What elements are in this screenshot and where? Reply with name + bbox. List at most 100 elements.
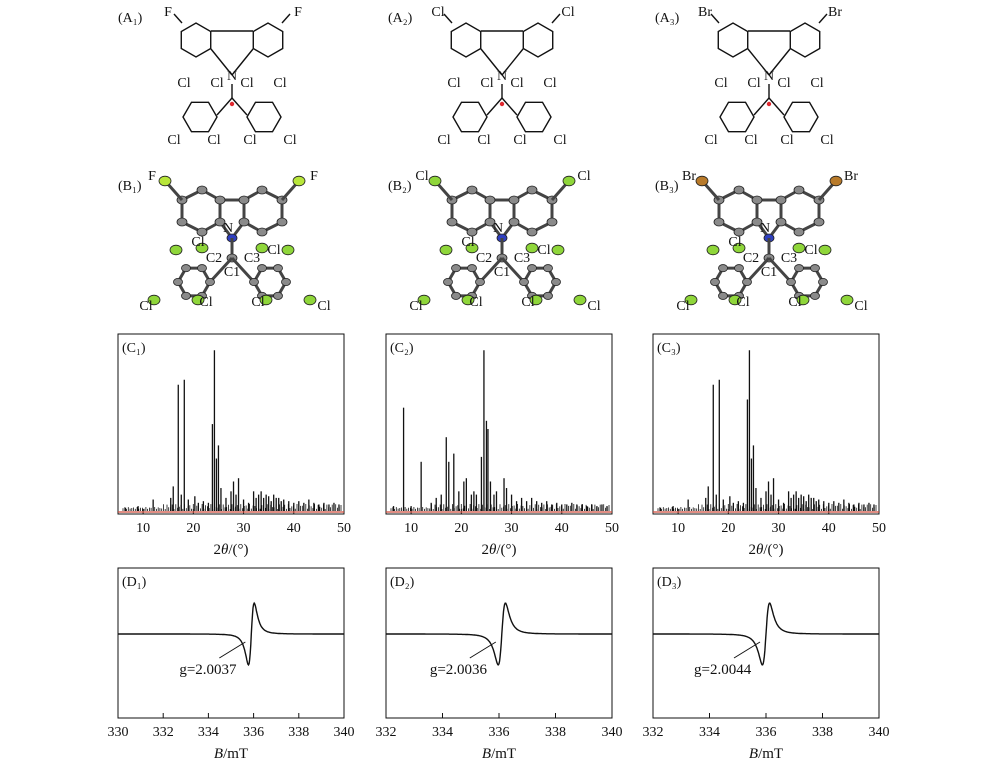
cl-label: Cl	[139, 299, 152, 314]
halogen-atom	[158, 175, 172, 187]
n-atom: N	[497, 69, 507, 84]
c3-label: C3	[514, 251, 530, 266]
bond-x-left	[710, 13, 720, 24]
carbon-atom	[713, 217, 725, 227]
halogen-label: Cl	[415, 169, 428, 184]
x-axis-label-prefix: B	[482, 746, 491, 762]
cl-para: Cl	[704, 133, 717, 148]
x-axis-label-prefix: B	[749, 746, 758, 762]
c2-label: C2	[743, 251, 759, 266]
x-tick-label: 30	[505, 521, 519, 536]
panel-a2: (A₂)	[388, 11, 413, 26]
cl-ortho-b: Cl	[273, 76, 286, 91]
panel-b1-label: (B₁)	[118, 179, 142, 194]
carbon-atom	[443, 277, 453, 286]
x-tick-label: 338	[812, 725, 833, 740]
chlorine-atom	[465, 242, 479, 254]
chlorine-atom	[818, 244, 832, 256]
bond-n-right	[768, 48, 791, 76]
bond-n-left	[480, 48, 503, 76]
carbon-atom	[543, 291, 553, 300]
carbon-atom	[273, 264, 283, 273]
x-tick-label: 330	[108, 725, 129, 740]
halogen-atom	[292, 175, 306, 187]
cl-label: Cl	[267, 243, 280, 258]
cl-ortho-c: Cl	[744, 133, 757, 148]
carbon-atom	[718, 291, 728, 300]
carbon-atom	[527, 264, 537, 273]
x-tick-label: 20	[721, 521, 735, 536]
bond-x-left	[443, 13, 453, 24]
carbazole-ring-left	[450, 22, 482, 58]
x-axis-label: B/mT	[214, 746, 248, 762]
carbon-atom	[751, 195, 763, 205]
x-axis-label-unit: /mT	[491, 746, 516, 762]
crystal-bond	[500, 256, 526, 284]
carbon-atom	[508, 195, 520, 205]
x-tick-label: 50	[605, 521, 619, 536]
carbon-atom	[710, 277, 720, 286]
x-tick-label: 340	[602, 725, 623, 740]
cl-ortho-a: Cl	[480, 76, 493, 91]
panel-a3-label: (A₃)	[655, 11, 680, 26]
x-tick-label: 50	[872, 521, 886, 536]
chlorine-atom	[147, 294, 161, 306]
halogen-label: F	[310, 169, 318, 184]
c2-label: C2	[206, 251, 222, 266]
c3-label: C3	[244, 251, 260, 266]
panel-d2-label: (D₂)	[390, 575, 415, 590]
cl-para: Cl	[283, 133, 296, 148]
halogen-left: Cl	[431, 5, 444, 20]
cl-label: Cl	[537, 243, 550, 258]
epr-trace	[118, 601, 344, 667]
carbon-atom	[794, 264, 804, 273]
bond-x-left	[173, 13, 183, 24]
cl-label: Cl	[788, 295, 801, 310]
carbon-atom	[793, 227, 805, 237]
carbon-atom	[786, 277, 796, 286]
crystal-bond	[165, 182, 184, 201]
x-axis-label-unit: /(°)	[763, 542, 783, 558]
carbon-atom	[775, 195, 787, 205]
cl-label: Cl	[587, 299, 600, 314]
x-axis-label: B/mT	[482, 746, 516, 762]
carbon-atom	[543, 264, 553, 273]
carbon-atom	[214, 195, 226, 205]
crystal-bond	[745, 256, 771, 284]
x-tick-label: 30	[237, 521, 251, 536]
panel-b2-label: (B₂)	[388, 179, 412, 194]
carbon-atom	[742, 277, 752, 286]
chlorine-atom	[525, 242, 539, 254]
g-value-label: g=2.0037	[179, 662, 237, 678]
bond-n-left	[210, 48, 233, 76]
halogen-label: Cl	[577, 169, 590, 184]
x-tick-label: 340	[869, 725, 890, 740]
cl-ortho-a: Cl	[240, 76, 253, 91]
bond-c-phenyl	[768, 97, 785, 116]
cl-label: Cl	[409, 299, 422, 314]
halogen-label: Br	[682, 169, 696, 184]
carbazole-ring-left	[717, 22, 749, 58]
panel-c3-label: (C₃)	[657, 341, 681, 356]
carbon-atom	[249, 277, 259, 286]
panel-a1-label: (A₁)	[118, 11, 143, 26]
bond-n-left	[747, 48, 770, 76]
phenyl-ring-2	[783, 101, 819, 133]
panel-d3-label: (D₃)	[657, 575, 682, 590]
cl-label: Cl	[199, 295, 212, 310]
x-axis-label: 2θ/(°)	[481, 542, 516, 558]
c2-label: C2	[476, 251, 492, 266]
x-tick-label: 50	[337, 521, 351, 536]
cl-label: Cl	[728, 235, 741, 250]
x-tick-label: 332	[153, 725, 174, 740]
carbon-atom	[173, 277, 183, 286]
epr-chart-1: 330 332 334 336 338 340 B/mT g=2.0037	[108, 567, 355, 762]
n-label: N	[493, 221, 503, 236]
x-axis-label-prefix: B	[214, 746, 223, 762]
carbon-atom	[734, 264, 744, 273]
halogen-atom	[562, 175, 576, 187]
crystal-bond	[817, 182, 836, 201]
panel-a1: (A₁)	[118, 11, 143, 26]
cl-label: Cl	[736, 295, 749, 310]
